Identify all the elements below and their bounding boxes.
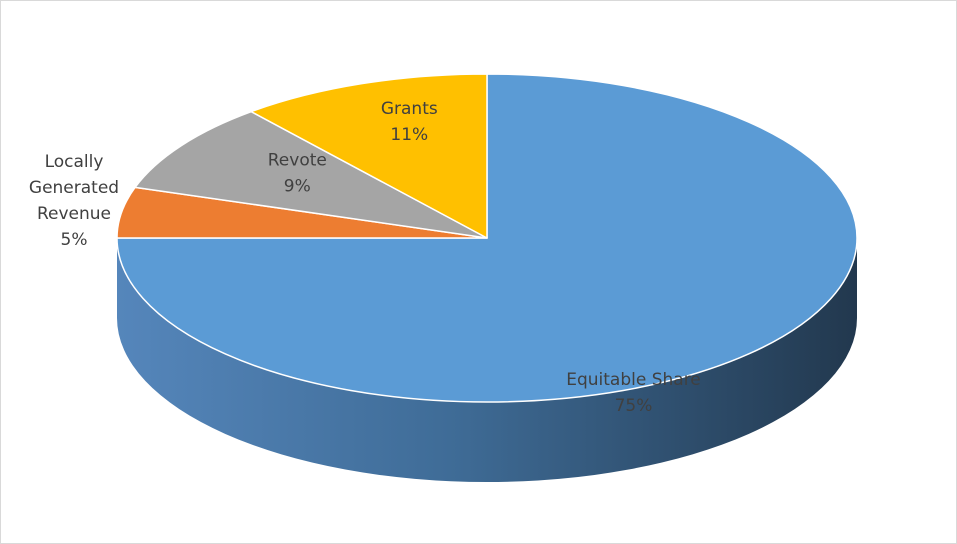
data-label-locally-generated-revenue: Locally Generated Revenue 5% xyxy=(29,152,119,250)
data-label-name: Revote xyxy=(268,151,327,171)
pie-slice-equitable-share xyxy=(116,73,858,403)
pie-label-layer: Equitable Share 75% Locally Generated Revenu… xyxy=(29,99,701,416)
data-label-name: Revenue xyxy=(37,204,111,224)
pie-side-equitable-share xyxy=(117,238,857,482)
data-label-name: Locally xyxy=(45,152,104,172)
data-label-name: Grants xyxy=(381,99,438,119)
data-label-revote: Revote 9% xyxy=(268,151,327,197)
pie-side-layer xyxy=(117,238,857,482)
data-label-name: Equitable Share xyxy=(566,370,701,390)
pie-slice-revote xyxy=(134,110,488,239)
data-label-grants: Grants 11% xyxy=(381,99,438,145)
data-label-percent: 11% xyxy=(390,125,428,145)
pie-top-layer xyxy=(116,73,858,403)
data-label-equitable-share: Equitable Share 75% xyxy=(566,370,701,416)
data-label-name: Generated xyxy=(29,178,119,198)
data-label-percent: 5% xyxy=(61,230,88,250)
data-label-percent: 75% xyxy=(615,396,653,416)
pie-slice-grants xyxy=(250,73,488,239)
data-label-percent: 9% xyxy=(284,177,311,197)
